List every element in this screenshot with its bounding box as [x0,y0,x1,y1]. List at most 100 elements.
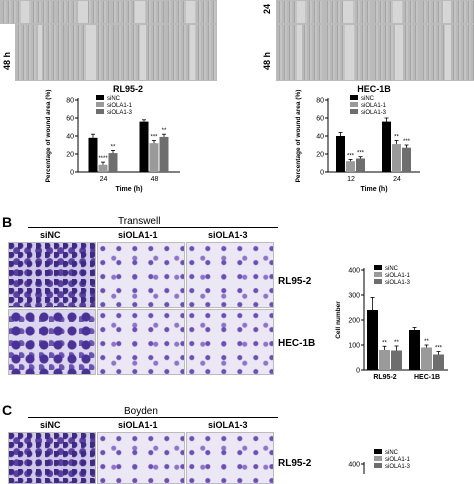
bar [149,143,159,172]
transwell-col-siola1-1: siOLA1-1 [118,230,158,240]
y-axis-label: Percentage of wound area (%) [45,90,52,183]
bar [367,310,378,370]
boyden-image-rl95-2-siola1-3 [186,432,274,484]
significance-label: ** [394,340,399,346]
boyden-image-rl95-2-siola1-1 [97,432,185,484]
wound-image-hec-1b-24h-extra [420,24,474,81]
legend-label: siOLA1-3 [361,110,387,116]
chart-title: HEC-1B [357,84,391,94]
y-tick-label: 0 [70,170,74,177]
bar [98,164,108,172]
wound-image-rl95-2-24h-sinc [0,0,55,24]
boyden-col-sinc: siNC [40,420,61,430]
chart-wound-rl95-2: RL95-2 0 20 40 60 80 Percentage of wound area … [45,84,180,193]
x-tick-label: 24 [393,176,401,183]
legend-label: siOLA1-1 [385,457,411,463]
boyden-col-siola1-3: siOLA1-3 [208,420,248,430]
bar [402,147,411,172]
panel-letter-b: B [2,214,13,230]
legend-swatch [374,279,382,284]
legend-swatch [374,463,382,468]
boyden-image-rl95-2-sinc [8,432,96,484]
legend-label: siNC [107,96,121,102]
panel-letter-c: C [2,402,13,418]
wound-image-hec-1b-12h-sinc [276,0,324,24]
legend-label: siOLA1-3 [107,110,133,116]
legend-swatch [96,95,104,100]
y-tick-label: 300 [348,293,360,300]
wound-image-rl95-2-48h-extra [165,24,217,81]
legend-label: siNC [361,96,375,102]
legend-label: siOLA1-3 [385,464,411,470]
legend-swatch [96,102,104,107]
significance-label: ** [162,128,167,134]
significance-label: ** [382,340,387,346]
y-tick-label: 20 [316,152,324,159]
y-tick-label: 400 [348,268,360,275]
transwell-image-hec-1b-siola1-1 [97,309,185,375]
significance-label: *** [347,153,355,159]
y-tick-label: 60 [316,116,324,123]
bar [139,121,149,172]
wound-image-hec-1b-12h-siola1-3 [372,0,420,24]
y-tick-label: 0 [356,368,360,375]
legend-label: siNC [385,450,399,456]
x-tick-label: 48 [151,176,159,183]
y-tick-label: 100 [348,343,360,350]
transwell-title-rule [28,227,278,228]
wound-image-hec-1b-24h-sinc [276,24,324,81]
legend-label: siOLA1-3 [385,280,411,286]
bar [409,330,420,370]
x-tick-label: 12 [347,176,355,183]
chart-wound-hec-1b: HEC-1B 0 20 40 60 80 Percentage of wound area … [295,84,420,193]
wound-image-hec-1b-12h-siola1-1 [324,0,372,24]
legend-label: siOLA1-1 [385,273,411,279]
transwell-col-sinc: siNC [40,230,61,240]
y-tick-label: 80 [66,98,74,105]
transwell-image-rl95-2-sinc [8,242,96,308]
bar [88,137,98,172]
wound-image-hec-1b-24h-siola1-3 [372,24,420,81]
y-tick-label: 200 [348,318,360,325]
legend-swatch [374,265,382,270]
transwell-col-siola1-3: siOLA1-3 [208,230,248,240]
boyden-row-rl95-2: RL95-2 [278,458,312,469]
wound-image-rl95-2-48h-siola1-1 [65,24,115,81]
legend-label: siOLA1-1 [361,103,387,109]
bar [421,347,432,370]
x-axis-label: Time (h) [360,186,387,193]
wound-image-rl95-2-24h-extra [165,0,217,24]
transwell-image-rl95-2-siola1-3 [186,242,274,308]
bar [433,354,444,370]
bar [346,161,355,172]
y-tick-label: 20 [66,152,74,159]
transwell-row-rl95-2: RL95-2 [278,276,312,287]
transwell-title: Transwell [118,216,161,227]
bar [379,350,390,370]
timepoint-label-cut: 24 [262,3,272,14]
y-axis-label: Cell number [335,301,342,339]
x-tick-label: HEC-1B [414,374,440,381]
legend-swatch [350,109,358,114]
bar [336,136,345,172]
bar [382,121,391,172]
legend-swatch [350,102,358,107]
chart-title: RL95-2 [113,84,143,94]
boyden-col-siola1-1: siOLA1-1 [118,420,158,430]
y-tick-label: 40 [316,134,324,141]
significance-label: ** [394,135,399,141]
bar [356,158,365,172]
legend-label: siOLA1-1 [107,103,133,109]
boyden-title: Boyden [124,406,158,417]
significance-label: ** [111,144,116,150]
legend-swatch [374,272,382,277]
significance-label: **** [98,156,108,162]
x-tick-label: 24 [100,176,108,183]
timepoint-label-right: 48 h [262,51,272,70]
significance-label: *** [403,139,411,145]
transwell-row-hec-1b: HEC-1B [278,338,316,349]
legend-swatch [374,456,382,461]
wound-image-rl95-2-48h-siola1-3 [115,24,165,81]
